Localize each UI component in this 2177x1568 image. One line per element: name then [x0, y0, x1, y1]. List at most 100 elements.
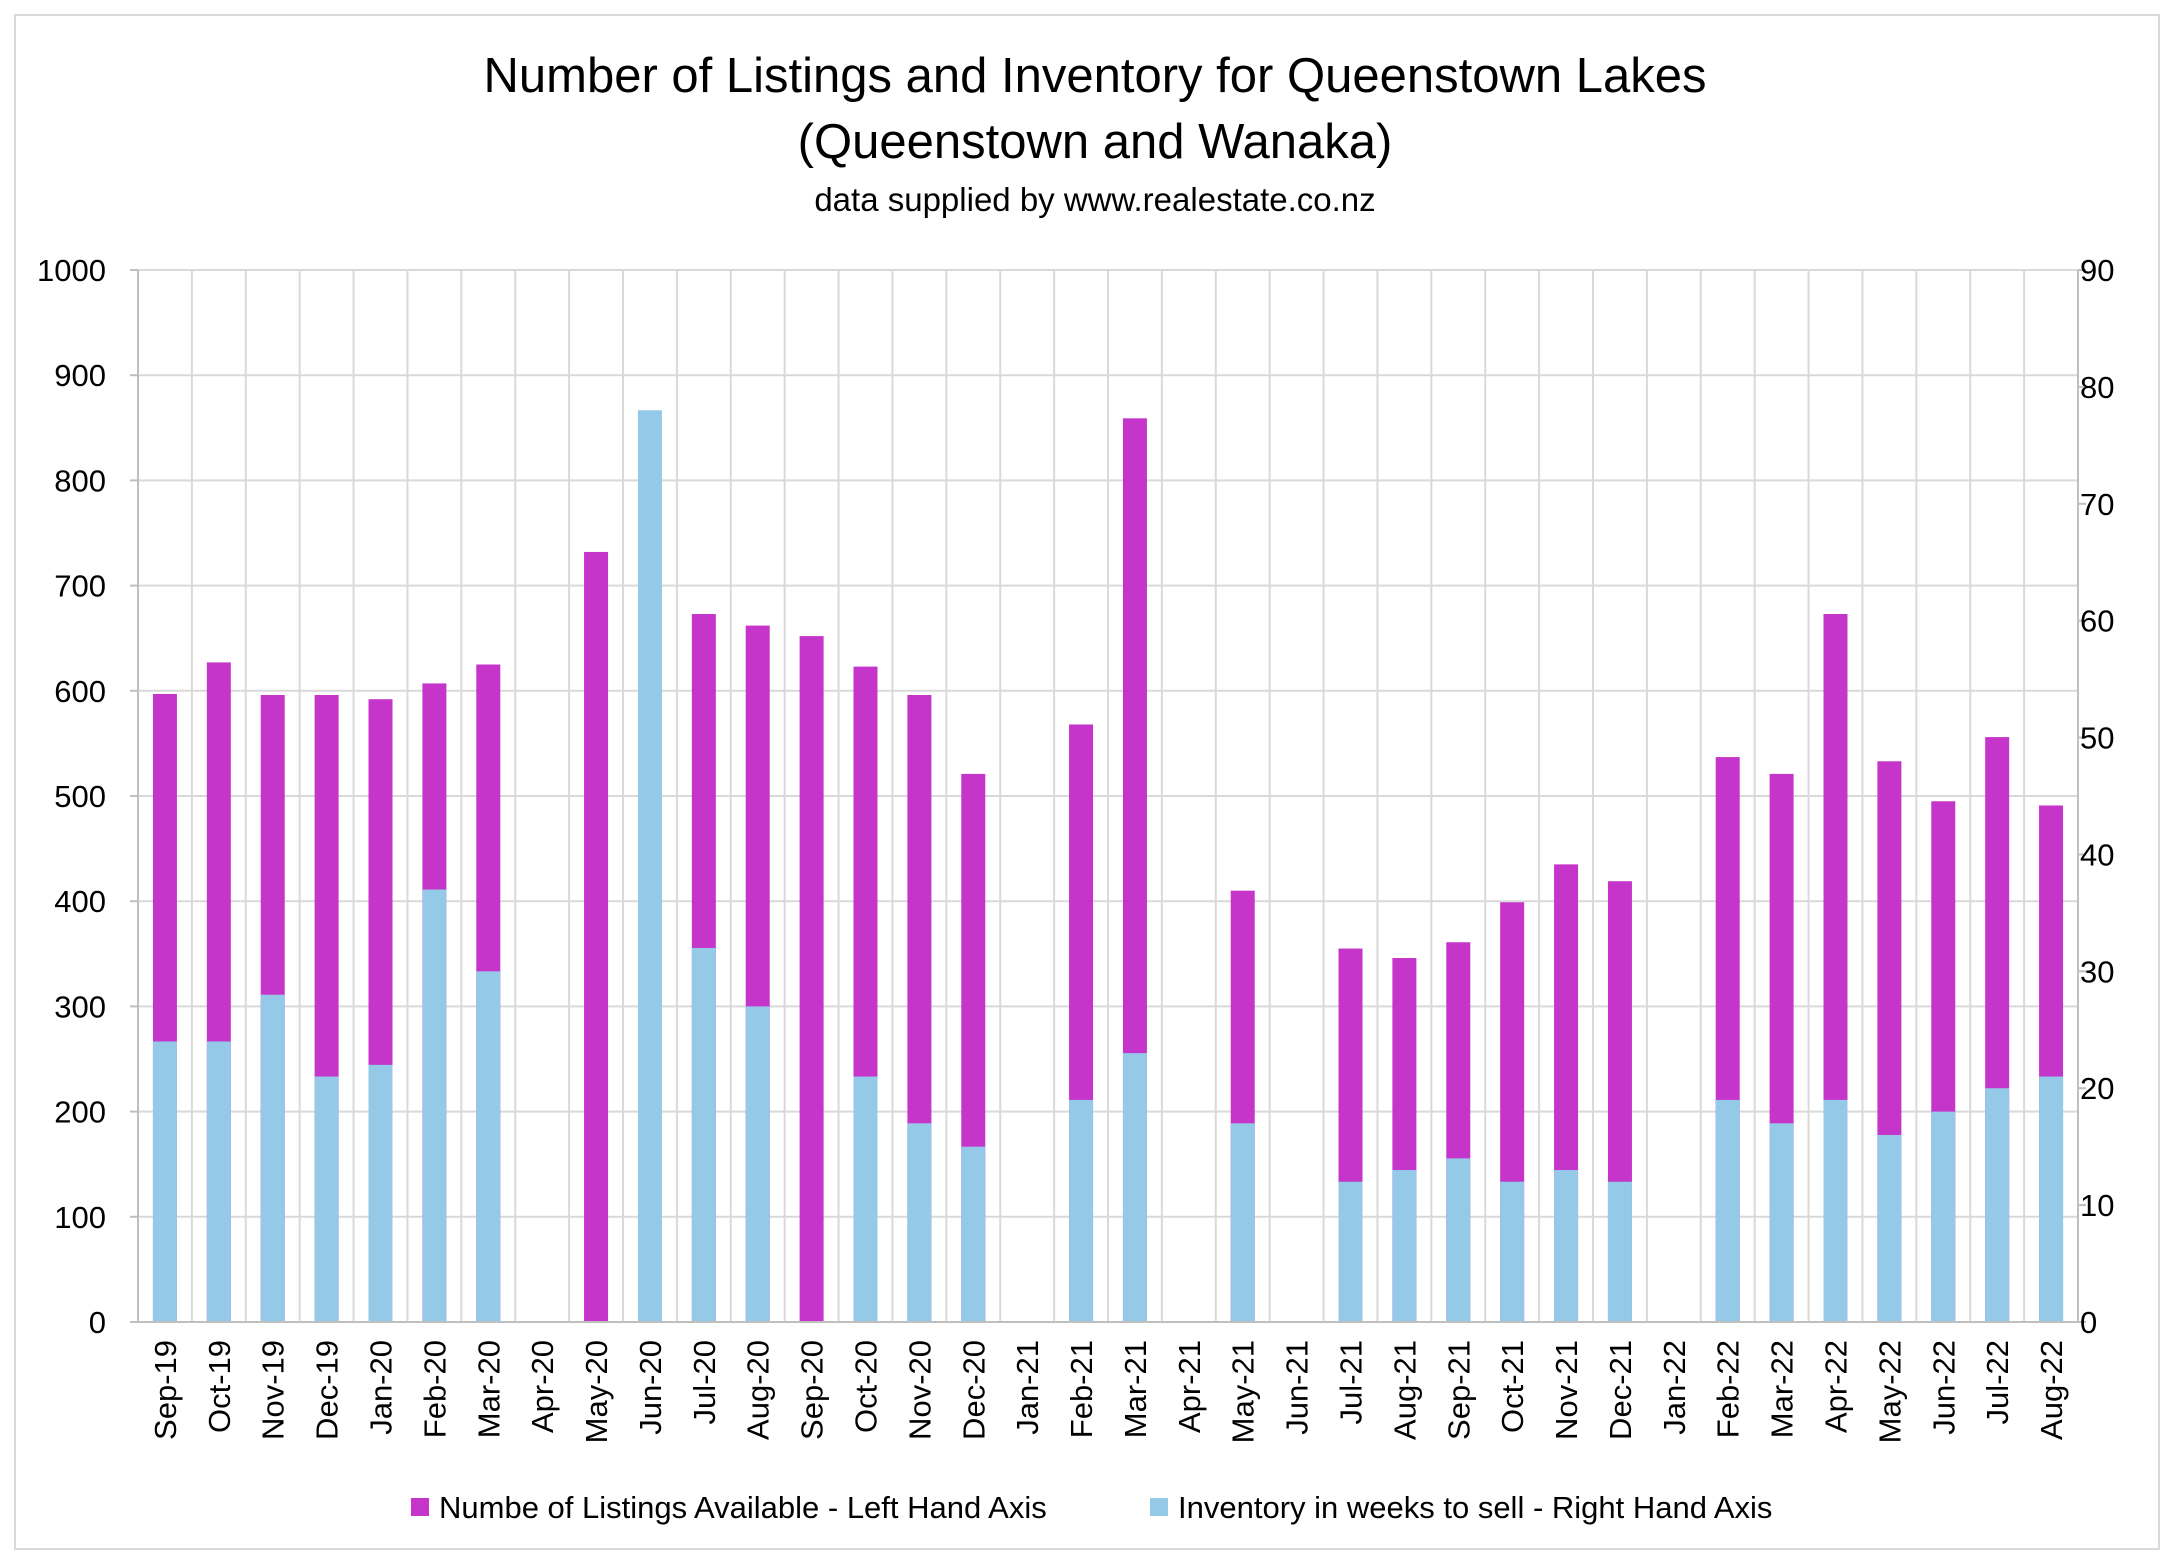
- chart-subtitle: data supplied by www.realestate.co.nz: [814, 181, 1375, 218]
- left-tick-label-100: 100: [54, 1200, 106, 1235]
- x-tick-label-Oct-21: Oct-21: [1495, 1340, 1530, 1433]
- x-tick-label-Mar-21: Mar-21: [1118, 1340, 1153, 1438]
- x-axis-ticks: Sep-19 Oct-19 Nov-19 Dec-19 Jan-20 Feb-20 Mar-…: [148, 1340, 2069, 1443]
- legend-swatch-listings: [411, 1498, 429, 1516]
- x-tick-label-Nov-20: Nov-20: [902, 1340, 937, 1440]
- bar-inventory-Oct-19: [206, 1041, 231, 1322]
- chart-title-line2: (Queenstown and Wanaka): [798, 115, 1393, 169]
- legend: Numbe of Listings Available - Left Hand …: [411, 1490, 1772, 1525]
- bar-inventory-Jun-22: [1931, 1111, 1956, 1322]
- left-tick-label-400: 400: [54, 884, 106, 919]
- left-tick-label-800: 800: [54, 463, 106, 498]
- x-tick-label-Mar-20: Mar-20: [471, 1340, 506, 1438]
- x-tick-label-Aug-21: Aug-21: [1387, 1340, 1422, 1440]
- bar-inventory-Jun-20: [637, 410, 662, 1322]
- right-tick-label-40: 40: [2080, 837, 2114, 872]
- legend-swatch-inventory: [1150, 1498, 1168, 1516]
- bar-inventory-Mar-22: [1769, 1123, 1794, 1322]
- x-tick-label-Feb-20: Feb-20: [417, 1340, 452, 1438]
- bar-inventory-Sep-21: [1446, 1158, 1471, 1322]
- bar-listings-May-20: [584, 551, 609, 1322]
- bar-inventory-Nov-19: [260, 994, 285, 1322]
- left-tick-label-700: 700: [54, 569, 106, 604]
- left-tick-label-900: 900: [54, 358, 106, 393]
- x-tick-label-Apr-20: Apr-20: [525, 1340, 560, 1433]
- x-tick-label-Jan-20: Jan-20: [364, 1340, 399, 1435]
- bar-inventory-Feb-20: [422, 889, 447, 1322]
- x-tick-label-May-21: May-21: [1226, 1340, 1261, 1443]
- legend-label-listings: Numbe of Listings Available - Left Hand …: [439, 1490, 1047, 1525]
- bar-inventory-Oct-20: [853, 1076, 878, 1322]
- left-tick-label-200: 200: [54, 1095, 106, 1130]
- bar-inventory-Mar-21: [1122, 1053, 1147, 1322]
- x-tick-label-Dec-20: Dec-20: [956, 1340, 991, 1440]
- x-tick-label-Jul-20: Jul-20: [687, 1340, 722, 1424]
- x-tick-label-Sep-21: Sep-21: [1441, 1340, 1476, 1440]
- x-tick-label-Aug-22: Aug-22: [2034, 1340, 2069, 1440]
- right-tick-label-70: 70: [2080, 487, 2114, 522]
- left-tick-label-600: 600: [54, 674, 106, 709]
- left-tick-label-0: 0: [89, 1305, 106, 1340]
- x-tick-label-Feb-22: Feb-22: [1711, 1340, 1746, 1438]
- right-tick-label-80: 80: [2080, 370, 2114, 405]
- bar-inventory-Jul-21: [1338, 1181, 1363, 1322]
- left-axis-ticks: 0 100 200 300 400 500 600 700 800 900 1000: [37, 253, 138, 1340]
- bar-inventory-Sep-19: [152, 1041, 177, 1322]
- x-tick-label-May-22: May-22: [1872, 1340, 1907, 1443]
- left-tick-label-500: 500: [54, 779, 106, 814]
- x-tick-label-Aug-20: Aug-20: [741, 1340, 776, 1440]
- right-tick-label-90: 90: [2080, 253, 2114, 288]
- x-tick-label-Oct-19: Oct-19: [202, 1340, 237, 1433]
- x-tick-label-Apr-21: Apr-21: [1172, 1340, 1207, 1433]
- x-tick-label-Dec-21: Dec-21: [1603, 1340, 1638, 1440]
- bar-inventory-Apr-22: [1823, 1099, 1848, 1322]
- x-tick-label-Oct-20: Oct-20: [849, 1340, 884, 1433]
- bar-inventory-Dec-21: [1607, 1181, 1632, 1322]
- x-tick-label-Nov-21: Nov-21: [1549, 1340, 1584, 1440]
- bar-inventory-Aug-22: [2039, 1076, 2064, 1322]
- right-axis-ticks: 0 10 20 30 40 50 60 70 80 90: [2078, 253, 2114, 1340]
- bar-inventory-May-21: [1230, 1123, 1255, 1322]
- bar-inventory-Dec-19: [314, 1076, 339, 1322]
- bar-inventory-Mar-20: [476, 971, 501, 1322]
- x-tick-label-Feb-21: Feb-21: [1064, 1340, 1099, 1438]
- x-tick-label-Jul-22: Jul-22: [1980, 1340, 2015, 1424]
- bars: [152, 410, 2064, 1322]
- x-tick-label-Sep-19: Sep-19: [148, 1340, 183, 1440]
- x-tick-label-May-20: May-20: [579, 1340, 614, 1443]
- right-tick-label-30: 30: [2080, 954, 2114, 989]
- x-tick-label-Jun-20: Jun-20: [633, 1340, 668, 1435]
- x-tick-label-Apr-22: Apr-22: [1819, 1340, 1854, 1433]
- bar-inventory-Jul-20: [691, 947, 716, 1322]
- x-tick-label-Jun-21: Jun-21: [1280, 1340, 1315, 1435]
- chart-title: Number of Listings and Inventory for Que…: [484, 49, 1707, 103]
- bar-inventory-Aug-21: [1392, 1170, 1417, 1322]
- bar-inventory-Jan-20: [368, 1064, 393, 1322]
- bar-inventory-Aug-20: [745, 1006, 770, 1322]
- bar-inventory-Nov-21: [1554, 1170, 1579, 1322]
- legend-label-inventory: Inventory in weeks to sell - Right Hand …: [1178, 1490, 1772, 1525]
- bar-inventory-Jul-22: [1985, 1088, 2010, 1322]
- x-tick-label-Jan-21: Jan-21: [1010, 1340, 1045, 1435]
- x-tick-label-Mar-22: Mar-22: [1765, 1340, 1800, 1438]
- x-tick-label-Jun-22: Jun-22: [1926, 1340, 1961, 1435]
- x-tick-label-Sep-20: Sep-20: [795, 1340, 830, 1440]
- x-tick-label-Jan-22: Jan-22: [1657, 1340, 1692, 1435]
- right-tick-label-0: 0: [2080, 1305, 2097, 1340]
- right-tick-label-50: 50: [2080, 721, 2114, 756]
- chart-frame: [14, 14, 2160, 1550]
- x-tick-label-Nov-19: Nov-19: [256, 1340, 291, 1440]
- x-tick-label-Dec-19: Dec-19: [310, 1340, 345, 1440]
- x-tick-label-Jul-21: Jul-21: [1334, 1340, 1369, 1424]
- bar-inventory-Oct-21: [1500, 1181, 1525, 1322]
- bar-listings-Sep-20: [799, 636, 824, 1322]
- bar-inventory-May-22: [1877, 1134, 1902, 1322]
- right-tick-label-20: 20: [2080, 1071, 2114, 1106]
- right-tick-label-10: 10: [2080, 1188, 2114, 1223]
- bar-inventory-Feb-21: [1069, 1099, 1094, 1322]
- left-tick-label-1000: 1000: [37, 253, 106, 288]
- bar-inventory-Dec-20: [961, 1146, 986, 1322]
- right-tick-label-60: 60: [2080, 604, 2114, 639]
- bar-inventory-Nov-20: [907, 1123, 932, 1322]
